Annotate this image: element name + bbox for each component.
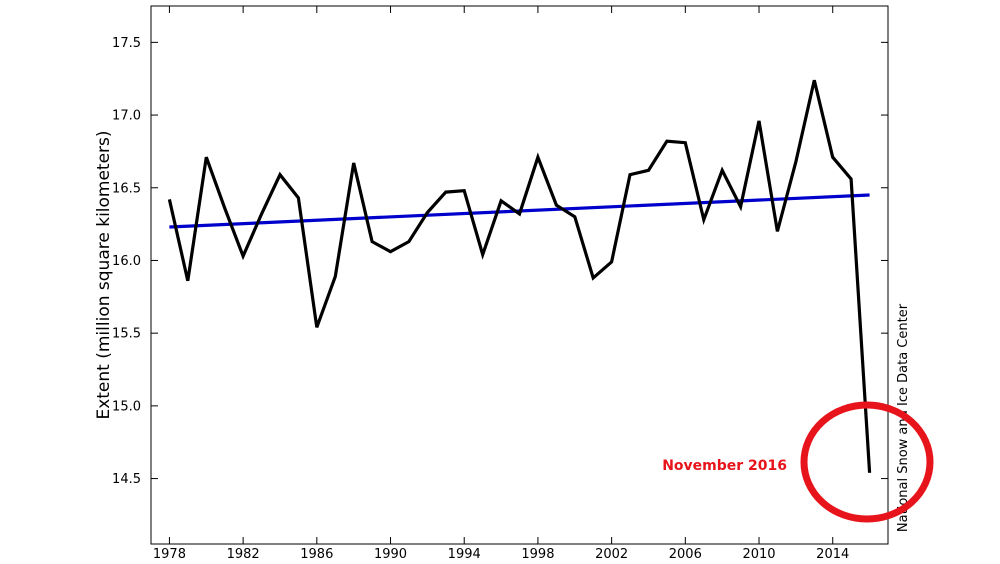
- y-tick-label: 16.0: [112, 254, 141, 269]
- y-axis-label: Extent (million square kilometers): [94, 130, 114, 419]
- x-tick-label: 2014: [816, 547, 849, 562]
- plot-frame: [150, 5, 889, 545]
- y-axis-ticks: 14.5 15.0 15.5 16.0 16.5 17.0 17.5: [112, 36, 888, 487]
- x-tick-label: 1994: [448, 547, 481, 562]
- x-tick-label: 1978: [153, 547, 186, 562]
- extent-series-line: [167, 79, 872, 473]
- x-axis-ticks: 1978 1982 1986 1990 1994 1998 2002 2006 2010 2014: [153, 6, 849, 562]
- x-tick-label: 2010: [742, 547, 775, 562]
- y-tick-label: 17.5: [112, 36, 141, 51]
- annotation-circle: [800, 401, 934, 523]
- annotation-label: November 2016: [662, 458, 787, 474]
- y-tick-label: 16.5: [112, 181, 141, 196]
- x-tick-label: 2002: [595, 547, 628, 562]
- y-tick-label: 15.0: [112, 399, 141, 414]
- y-tick-label: 14.5: [112, 472, 141, 487]
- series-layer: [167, 79, 872, 473]
- y-tick-label: 17.0: [112, 109, 141, 124]
- x-tick-label: 2006: [669, 547, 702, 562]
- y-tick-label: 15.5: [112, 327, 141, 342]
- x-tick-label: 1990: [374, 547, 407, 562]
- x-tick-label: 1998: [521, 547, 554, 562]
- x-tick-label: 1986: [300, 547, 333, 562]
- x-tick-label: 1982: [227, 547, 260, 562]
